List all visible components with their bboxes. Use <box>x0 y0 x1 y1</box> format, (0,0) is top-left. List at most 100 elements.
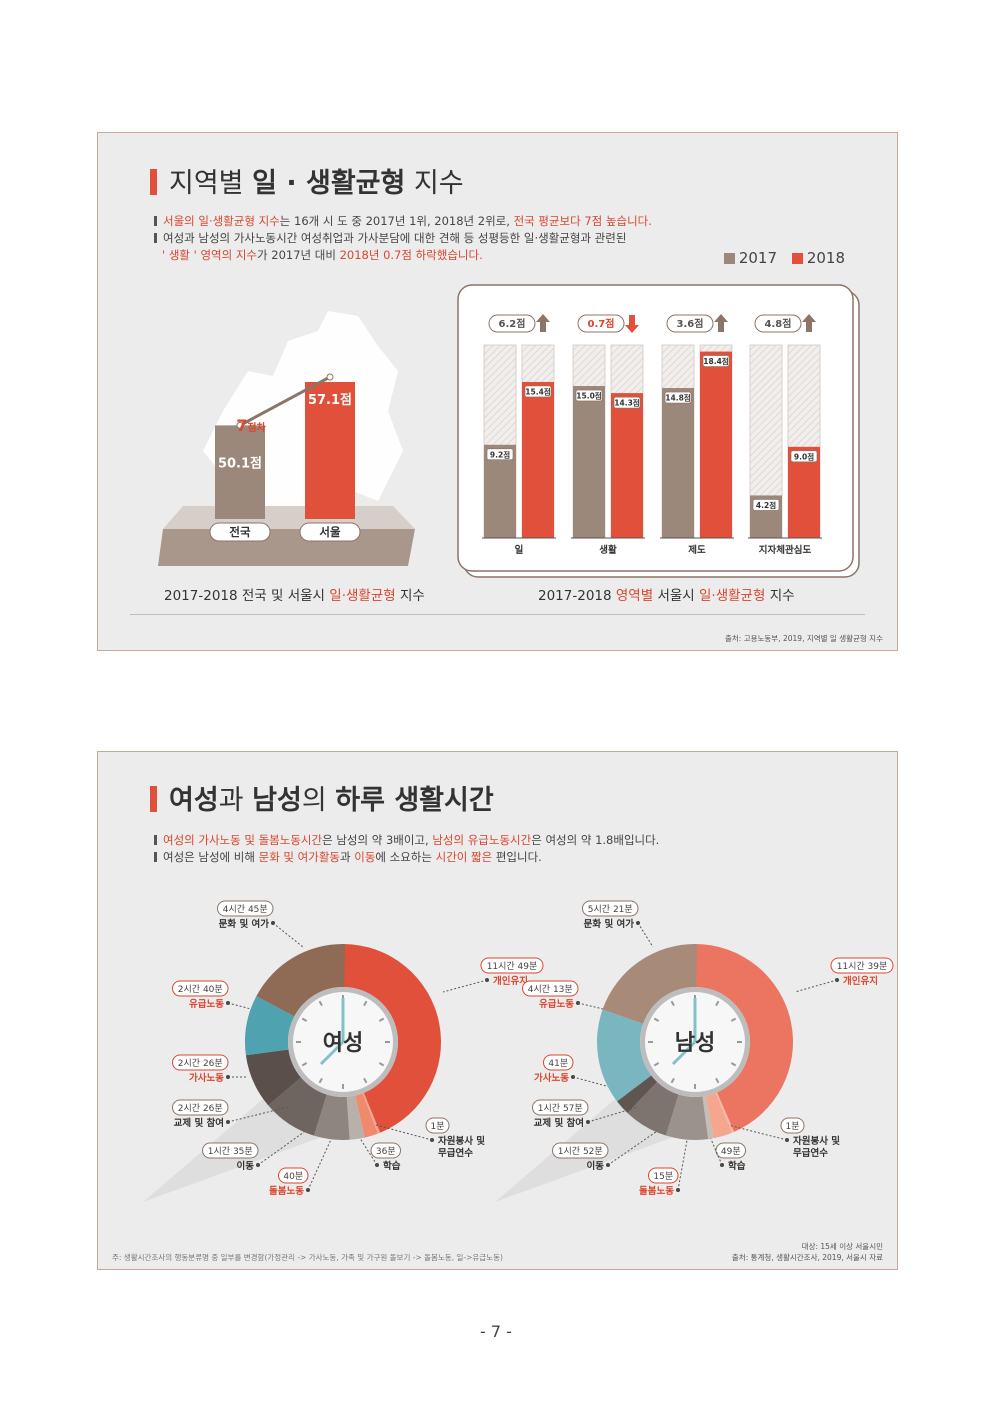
legend-swatch-2018 <box>791 253 803 264</box>
slice-name: 돌봄노동 <box>639 1186 674 1197</box>
time-pill <box>780 1117 805 1134</box>
bar-value-label: 9.2점 <box>490 449 510 459</box>
bullet-marker <box>154 835 157 845</box>
panel2-bullets: 여성의 가사노동 및 돌봄노동시간은 남성의 약 3배이고, 남성의 유급노동시… <box>154 832 659 866</box>
time-pill <box>480 957 544 974</box>
caption-text: 서울시 <box>653 588 699 604</box>
slice-자원봉사 및 무급연수 <box>362 1092 381 1134</box>
category-label: 서울 <box>319 525 341 539</box>
change-pill <box>577 314 625 333</box>
clock-tick <box>670 1000 675 1007</box>
slice-name: 이동 <box>237 1160 255 1172</box>
leader-line <box>794 979 838 993</box>
bar-전국 <box>215 425 265 519</box>
caption-right: 2017-2018 영역별 서울시 일·생활균형 지수 <box>538 584 795 604</box>
bar-2018-일 <box>522 381 554 538</box>
clock-tick <box>318 1000 323 1007</box>
slice-name: 가사노동 <box>189 1072 224 1084</box>
time-pill <box>532 1099 589 1116</box>
bullet-2: 여성과 남성의 가사노동시간 여성취업과 가사분담에 대한 견해 등 성평등한 … <box>154 230 652 247</box>
change-pill <box>666 314 714 333</box>
platform-top <box>163 506 415 529</box>
clock-tick <box>715 1000 720 1007</box>
time-label: 2시간 40분 <box>178 984 223 995</box>
clock-tick <box>730 1062 737 1067</box>
category-label: 제도 <box>688 544 706 556</box>
time-pill <box>370 1142 401 1159</box>
leader-line <box>375 1124 433 1141</box>
value-tag <box>790 450 818 463</box>
slice-name: 학습 <box>728 1160 746 1172</box>
bar-value-label: 57.1점 <box>308 393 352 408</box>
slice-개인유지 <box>343 944 442 1133</box>
slice-name: 교제 및 참여 <box>174 1117 224 1129</box>
time-pill <box>217 900 274 917</box>
daily-time-panel: 여성과 남성의 하루 생활시간 여성의 가사노동 및 돌봄노동시간은 남성의 약… <box>97 751 898 1270</box>
slice-name: 자원봉사 및 <box>793 1135 840 1147</box>
diff-num: 7 <box>236 416 247 435</box>
source-text: 출처: 고용노동부, 2019, 지역별 일 생활균형 지수 <box>725 634 883 643</box>
time-pill <box>830 957 894 974</box>
bullet-text: 가 2017년 대비 <box>257 248 340 262</box>
bullet-text: 는 16개 시 도 중 2017년 1위, 2018년 2위로, <box>279 214 514 228</box>
time-pill <box>172 1099 229 1116</box>
bullet-marker <box>154 852 157 862</box>
bar-value-label: 18.4점 <box>703 356 729 366</box>
bullet-text: 여성의 가사노동 및 돌봄노동시간 <box>163 833 323 847</box>
slice-name: 가사노동 <box>534 1072 569 1084</box>
bullet-marker <box>154 233 157 243</box>
bar-value-label: 4.2점 <box>756 500 776 510</box>
slice-문화 및 여가 <box>256 944 346 1017</box>
diff-label: 7점차 <box>236 416 266 435</box>
clock-tick <box>318 1077 323 1084</box>
title-marker <box>150 786 157 812</box>
panel1-bullets: 서울의 일·생활균형 지수는 16개 시 도 중 2017년 1위, 2018년… <box>154 213 652 264</box>
time-label: 1분 <box>430 1121 444 1132</box>
time-pill <box>582 900 639 917</box>
leader-line <box>587 1106 639 1123</box>
value-tag <box>664 391 692 404</box>
slice-교제 및 참여 <box>268 1077 327 1136</box>
title-bold: 남성 <box>252 785 302 816</box>
value-tag <box>702 355 730 367</box>
slice-name: 개인유지 <box>843 975 878 987</box>
bar-value-label: 14.8점 <box>665 393 691 403</box>
arrow-up-icon <box>536 314 550 332</box>
bullet-text: ' 생활 ' 영역의 지수 <box>162 248 258 262</box>
bullet-text: 문화 및 여가활동 <box>258 850 340 864</box>
clock-tick <box>363 1000 368 1007</box>
caption-text: 지수 <box>765 588 795 604</box>
bar-2017-일 <box>484 444 516 538</box>
slice-label-교제 및 참여: 1시간 57분교제 및 참여 <box>532 1099 639 1129</box>
bullet-text: 시간이 짧은 <box>435 850 493 864</box>
leader-line <box>677 1134 689 1191</box>
leader-line <box>442 979 488 993</box>
bullet-text: 이동 <box>354 850 376 864</box>
category-label: 지자체관심도 <box>759 544 812 556</box>
slice-학습 <box>355 1093 378 1138</box>
value-tag <box>752 499 780 511</box>
title-bold: 하루 생활시간 <box>335 785 494 816</box>
caption-text: 일·생활균형 <box>699 588 766 604</box>
time-label: 40분 <box>283 1171 303 1182</box>
time-pill <box>522 980 579 997</box>
caption-text: 일·생활균형 <box>329 588 396 604</box>
time-label: 11시간 49분 <box>487 961 538 972</box>
panel1-title: 지역별 일 · 생활균형 지수 <box>150 161 464 200</box>
platform-front <box>158 529 415 566</box>
slice-돌봄노동 <box>346 1095 365 1140</box>
bar-2017-제도 <box>662 388 694 538</box>
slice-name: 문화 및 여가 <box>219 918 270 930</box>
slice-name: 문화 및 여가 <box>584 918 635 930</box>
